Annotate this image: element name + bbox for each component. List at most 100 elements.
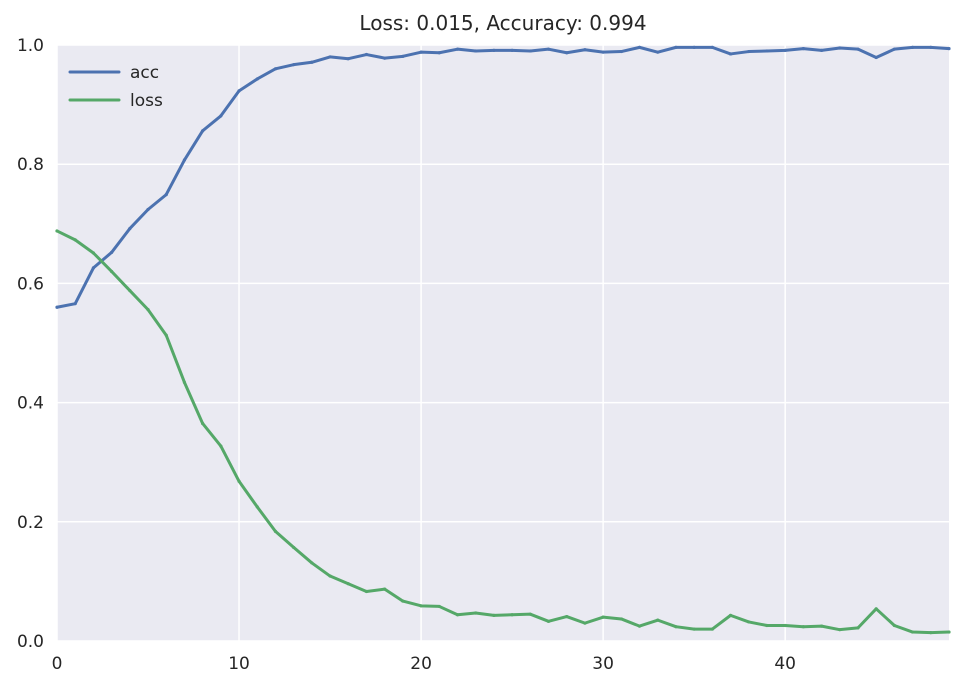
data-point-loss xyxy=(383,587,387,591)
data-point-loss xyxy=(492,613,496,617)
data-point-loss xyxy=(874,607,878,611)
data-point-acc xyxy=(55,305,59,309)
data-point-loss xyxy=(728,613,733,617)
data-point-loss xyxy=(783,623,787,628)
data-point-loss xyxy=(474,611,478,615)
data-point-acc xyxy=(892,47,896,51)
data-point-acc xyxy=(656,50,660,54)
data-point-acc xyxy=(437,51,441,55)
data-point-loss xyxy=(929,631,933,635)
y-tick-label: 0.4 xyxy=(17,394,44,414)
data-point-acc xyxy=(182,158,187,162)
data-point-loss xyxy=(674,625,678,629)
data-point-loss xyxy=(583,621,587,625)
data-point-loss xyxy=(747,620,751,624)
y-tick-label: 0.6 xyxy=(17,274,44,294)
y-tick-label: 0.0 xyxy=(17,632,44,652)
data-point-acc xyxy=(619,49,623,54)
data-point-acc xyxy=(237,89,241,93)
data-point-acc xyxy=(765,49,769,53)
data-point-acc xyxy=(674,45,678,49)
series-lines xyxy=(55,45,951,635)
data-point-acc xyxy=(510,48,514,52)
data-point-loss xyxy=(437,604,441,609)
data-point-loss xyxy=(255,505,259,509)
data-point-loss xyxy=(201,421,205,426)
data-point-loss xyxy=(510,613,514,617)
data-point-acc xyxy=(492,48,496,52)
data-point-loss xyxy=(273,529,278,533)
data-point-acc xyxy=(728,52,733,56)
data-point-acc xyxy=(601,50,605,54)
data-point-loss xyxy=(237,479,241,483)
data-point-loss xyxy=(601,615,605,619)
data-point-acc xyxy=(401,54,405,58)
data-point-acc xyxy=(747,49,751,54)
x-tick-label: 10 xyxy=(228,654,250,674)
data-point-acc xyxy=(856,47,860,51)
y-tick-label: 1.0 xyxy=(17,36,44,56)
series-points-loss xyxy=(55,229,951,635)
data-point-acc xyxy=(910,45,915,49)
data-point-acc xyxy=(201,129,205,133)
data-point-loss xyxy=(419,604,423,608)
x-tick-label: 40 xyxy=(774,654,796,674)
data-point-loss xyxy=(455,613,460,617)
data-point-loss xyxy=(401,599,405,603)
data-point-acc xyxy=(801,46,805,51)
series-line-loss xyxy=(55,229,951,635)
data-point-acc xyxy=(455,47,460,51)
data-point-loss xyxy=(819,624,824,628)
data-point-acc xyxy=(692,45,696,49)
legend-label-acc: acc xyxy=(130,63,159,83)
data-point-loss xyxy=(182,380,187,384)
legend-item-loss: loss xyxy=(68,91,163,111)
data-point-loss xyxy=(692,627,696,631)
legend-item-acc: acc xyxy=(68,63,159,83)
data-point-acc xyxy=(164,192,168,197)
data-point-acc xyxy=(583,48,587,52)
data-point-loss xyxy=(328,574,332,578)
x-tick-label: 30 xyxy=(592,654,614,674)
series-points-acc xyxy=(55,45,951,309)
grid-lines xyxy=(56,44,949,642)
x-tick-label: 20 xyxy=(410,654,432,674)
data-point-loss xyxy=(292,545,296,550)
data-point-acc xyxy=(128,226,132,231)
data-point-loss xyxy=(910,630,915,634)
data-point-loss xyxy=(164,333,168,337)
data-point-acc xyxy=(474,49,478,53)
data-point-loss xyxy=(219,444,223,448)
data-point-loss xyxy=(565,614,569,619)
data-point-loss xyxy=(310,561,314,565)
data-point-loss xyxy=(710,627,714,631)
data-point-loss xyxy=(55,229,59,233)
plot-area xyxy=(57,45,949,641)
data-point-acc xyxy=(783,48,787,52)
data-point-loss xyxy=(765,623,769,628)
x-axis-ticks: 0 10 20 30 40 xyxy=(52,654,796,674)
series-line-acc xyxy=(55,45,951,309)
data-point-loss xyxy=(656,618,660,622)
data-point-loss xyxy=(346,582,350,586)
data-point-loss xyxy=(364,589,369,594)
y-tick-label: 0.8 xyxy=(17,155,44,175)
chart-title: Loss: 0.015, Accuracy: 0.994 xyxy=(359,11,646,35)
y-tick-label: 0.2 xyxy=(17,513,44,533)
data-point-acc xyxy=(364,52,369,57)
data-point-loss xyxy=(947,630,951,634)
legend: acc loss xyxy=(68,63,163,111)
data-point-acc xyxy=(637,45,642,49)
data-point-acc xyxy=(273,67,278,71)
data-point-acc xyxy=(110,250,114,255)
data-point-acc xyxy=(146,207,150,212)
data-point-acc xyxy=(255,77,259,81)
x-tick-label: 0 xyxy=(52,654,63,674)
data-point-acc xyxy=(91,266,96,270)
data-point-loss xyxy=(110,269,114,274)
data-point-acc xyxy=(819,48,824,52)
y-axis-ticks: 0.0 0.2 0.4 0.6 0.8 1.0 xyxy=(17,36,44,652)
data-point-acc xyxy=(874,55,878,60)
data-point-loss xyxy=(619,617,623,621)
